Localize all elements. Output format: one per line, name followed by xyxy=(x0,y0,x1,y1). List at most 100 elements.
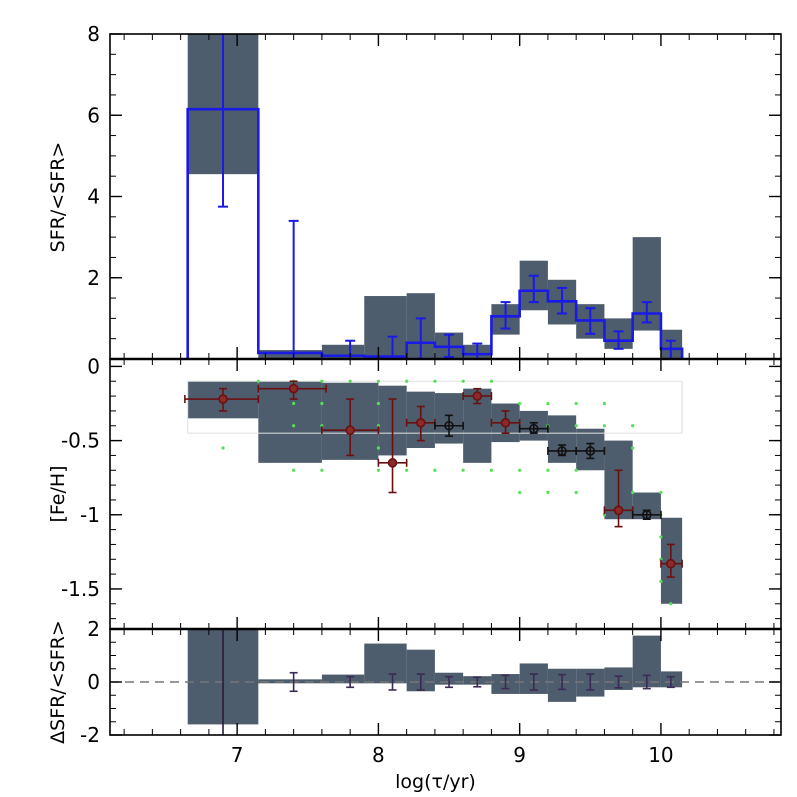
axes-layer: 2 4 6 8 0 -0.5 -1 -1.5 2 0 -2 7 8 9 10 xyxy=(61,22,782,767)
feh-green-dot-11 xyxy=(376,401,380,406)
feh-point-marker xyxy=(387,458,398,468)
residual-errorbar-9 xyxy=(558,673,567,691)
sfr-errorbar-13 xyxy=(665,339,676,359)
feh-green-dot-35 xyxy=(574,468,578,472)
metallicity-ytick-label: -1 xyxy=(80,503,100,527)
residual-errorbar-8 xyxy=(529,673,538,691)
feh-red-point-7 xyxy=(603,469,634,528)
x-tick-label: 8 xyxy=(372,743,385,767)
residual-ytick-label: -2 xyxy=(80,723,100,747)
residual-errorbar-11 xyxy=(614,675,623,689)
sfr-errorbar-3 xyxy=(387,335,398,359)
sfr-errorbar-9 xyxy=(557,286,568,315)
feh-green-dot-45 xyxy=(659,579,663,584)
residual-errorbar-3 xyxy=(388,673,397,691)
feh-green-dot-46 xyxy=(669,602,673,606)
residual-ytick-label: 2 xyxy=(87,617,100,641)
feh-point-marker xyxy=(585,446,596,456)
sfr-errorbar-12 xyxy=(641,301,652,324)
feh-green-dot-6 xyxy=(433,379,437,383)
residual-y-axis-label: ΔSFR/<SFR> xyxy=(47,620,69,744)
metallicity-ytick-label: -0.5 xyxy=(61,429,100,453)
feh-point-marker xyxy=(415,417,426,428)
residual-errorbar-7 xyxy=(501,674,510,690)
feh-green-dot-0 xyxy=(256,379,260,383)
feh-green-dot-31 xyxy=(461,468,465,472)
feh-green-dot-16 xyxy=(292,424,296,428)
metallicity-ytick-label: -1.5 xyxy=(61,577,100,601)
feh-green-dot-10 xyxy=(320,401,324,406)
sfr-errorbar-1 xyxy=(288,219,299,359)
feh-green-dot-38 xyxy=(574,490,578,495)
feh-red-point-5 xyxy=(462,387,493,405)
feh-green-dot-4 xyxy=(376,379,380,383)
feh-point-marker xyxy=(500,417,511,428)
feh-green-dot-12 xyxy=(518,401,522,406)
feh-green-dot-21 xyxy=(602,424,607,428)
bands-layer xyxy=(187,34,683,725)
feh-green-dot-25 xyxy=(631,446,635,450)
feh-black-point-0 xyxy=(434,414,464,437)
feh-green-dot-32 xyxy=(489,468,494,472)
feh-point-marker xyxy=(666,558,676,569)
residual-ytick-label: 0 xyxy=(87,670,100,694)
feh-green-dot-27 xyxy=(320,468,324,472)
sfr-errorbar-4 xyxy=(415,317,426,359)
residual-band-2 xyxy=(321,674,365,684)
feh-green-dot-13 xyxy=(546,401,550,406)
sfr-errorbar-5 xyxy=(444,333,455,358)
sfr-band-1 xyxy=(258,350,322,359)
feh-green-dot-3 xyxy=(348,379,352,383)
sfr-errorbar-6 xyxy=(472,342,483,359)
feh-red-point-2 xyxy=(321,398,380,457)
feh-green-dot-39 xyxy=(631,490,635,495)
feh-green-dot-28 xyxy=(376,468,380,472)
residual-errorbar-10 xyxy=(586,673,595,691)
x-tick-label: 9 xyxy=(513,743,526,767)
feh-green-dot-33 xyxy=(518,468,522,472)
feh-green-dot-26 xyxy=(292,468,296,472)
x-tick-label: 7 xyxy=(231,743,244,767)
residual-errorbar-13 xyxy=(666,675,675,689)
feh-red-point-8 xyxy=(660,543,683,578)
x-axis-label: log(τ/yr) xyxy=(395,771,476,793)
feh-green-dot-14 xyxy=(574,401,578,406)
feh-point-marker xyxy=(557,446,567,456)
sfr-ytick-label: 8 xyxy=(87,22,100,46)
residual-errorbar-1 xyxy=(289,671,298,693)
feh-green-dot-23 xyxy=(221,446,225,450)
x-tick-label: 10 xyxy=(648,743,673,767)
sfr-y-axis-label: SFR/<SFR> xyxy=(47,142,69,253)
residual-errorbar-2 xyxy=(346,675,355,689)
feh-black-point-3 xyxy=(575,442,606,460)
sfr-ytick-label: 6 xyxy=(87,103,100,127)
feh-green-dot-30 xyxy=(433,468,437,472)
feh-green-dot-36 xyxy=(518,490,522,495)
residual-errorbar-6 xyxy=(473,676,482,688)
feh-green-dot-22 xyxy=(631,424,635,428)
feh-point-marker xyxy=(528,423,539,434)
feh-y-axis-label: [Fe/H] xyxy=(47,465,69,522)
residual-errorbar-5 xyxy=(445,675,454,689)
metallicity-ytick-label: 0 xyxy=(87,354,100,378)
feh-green-dot-15 xyxy=(602,401,607,406)
feh-green-dot-7 xyxy=(461,379,465,383)
sfr-errorbar-0 xyxy=(187,34,259,208)
sfr-band-3 xyxy=(364,296,407,359)
feh-point-marker xyxy=(641,509,652,520)
feh-point-marker xyxy=(288,383,299,394)
feh-black-point-1 xyxy=(518,421,549,434)
feh-green-dot-5 xyxy=(405,379,409,383)
feh-green-dot-24 xyxy=(376,446,380,450)
feh-point-marker xyxy=(444,420,454,431)
residual-errorbar-12 xyxy=(642,674,651,690)
metallicity-band-1 xyxy=(258,381,322,463)
residual-errorbar-4 xyxy=(416,673,425,691)
feh-green-dot-29 xyxy=(405,468,409,472)
feh-green-dot-34 xyxy=(546,468,550,472)
sfr-errorbar-7 xyxy=(500,301,511,330)
feh-green-dot-43 xyxy=(659,535,663,539)
feh-green-dot-8 xyxy=(489,379,494,383)
feh-green-dot-2 xyxy=(320,379,324,383)
